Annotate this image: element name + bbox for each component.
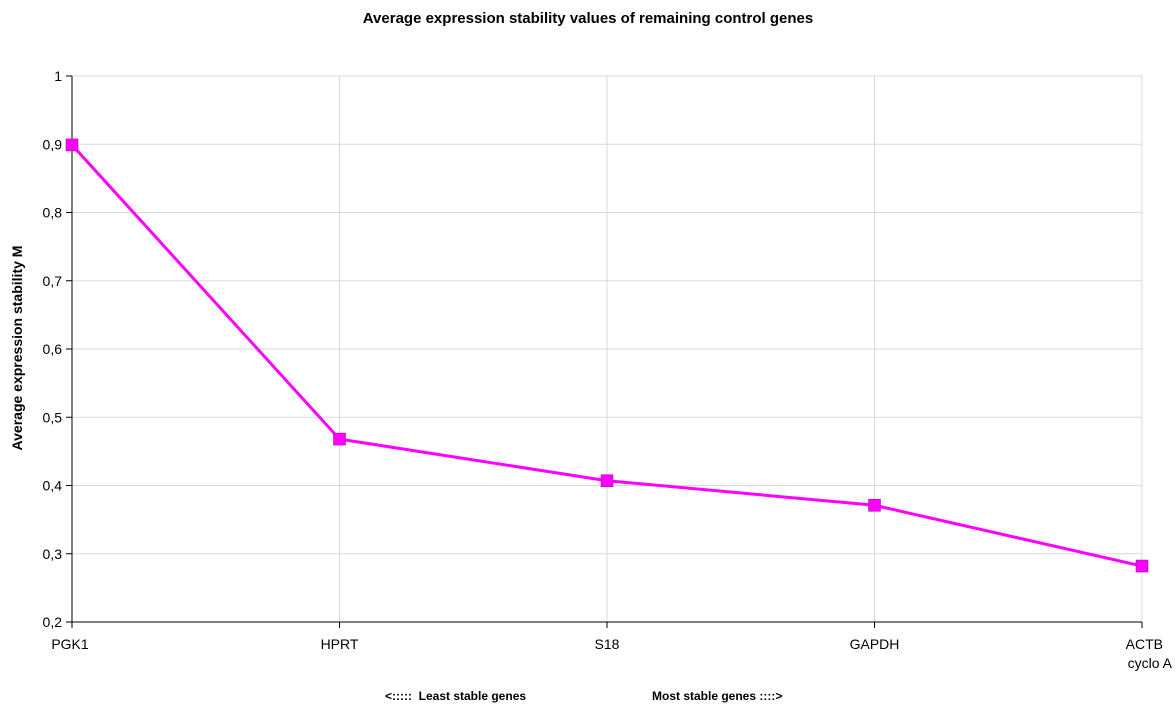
gridlines bbox=[72, 75, 1143, 622]
data-point-marker bbox=[65, 138, 79, 152]
y-tick-label: 0,3 bbox=[43, 546, 63, 562]
data-point-marker bbox=[1135, 559, 1149, 573]
x-tick-label: ACTB cyclo A bbox=[1126, 636, 1173, 671]
y-tick-label: 0,9 bbox=[43, 136, 63, 152]
data-point-marker bbox=[868, 499, 881, 512]
x-tick-label: S18 bbox=[595, 636, 620, 652]
axes bbox=[66, 75, 1143, 628]
y-tick-label: 0,2 bbox=[43, 614, 63, 630]
chart-title: Average expression stability values of r… bbox=[362, 10, 814, 27]
x-tick-label: PGK1 bbox=[51, 636, 89, 652]
y-tick-label: 0,6 bbox=[43, 341, 63, 357]
y-tick-labels: 0,2 0,3 0,4 0,5 0,6 0,7 0,8 0,9 1 bbox=[43, 68, 63, 630]
most-stable-caption: Most stable genes ::::> bbox=[652, 689, 783, 703]
y-tick-label: 0,7 bbox=[43, 273, 63, 289]
x-tick-label: HPRT bbox=[321, 636, 359, 652]
y-tick-label: 1 bbox=[54, 68, 62, 84]
y-tick-label: 0,8 bbox=[43, 205, 63, 221]
least-stable-caption: <::::: Least stable genes bbox=[385, 689, 527, 703]
y-axis-label: Average expression stability M bbox=[9, 246, 25, 451]
x-tick-labels: PGK1 HPRT S18 GAPDH ACTB cyclo A bbox=[51, 636, 1172, 671]
y-tick-label: 0,4 bbox=[43, 478, 63, 494]
data-point-marker bbox=[600, 474, 614, 487]
data-point-marker bbox=[333, 432, 346, 446]
series bbox=[65, 138, 1149, 573]
x-tick-label: GAPDH bbox=[850, 636, 900, 652]
y-tick-label: 0,5 bbox=[43, 409, 63, 425]
